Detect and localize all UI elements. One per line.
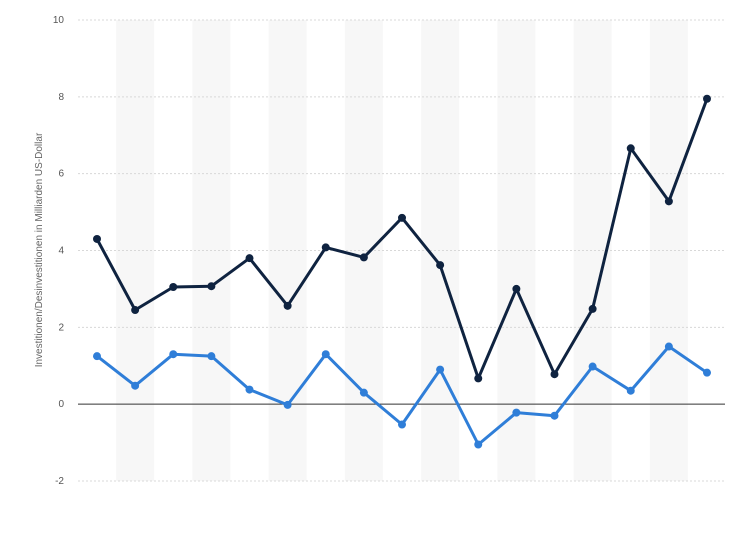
series-1-point xyxy=(169,282,178,291)
series-2-point xyxy=(245,385,254,394)
series-lines xyxy=(95,97,709,446)
series-2-line xyxy=(95,345,709,446)
series-points xyxy=(93,94,711,449)
series-1-point xyxy=(512,284,521,293)
series-1-point xyxy=(245,254,254,263)
y-tick-label: 4 xyxy=(58,246,64,257)
y-tick-label: 2 xyxy=(58,322,64,333)
series-1-point xyxy=(283,301,292,310)
y-tick-label: 10 xyxy=(53,15,65,26)
series-1-line xyxy=(95,97,709,380)
series-1-point xyxy=(588,304,597,313)
series-2-point xyxy=(550,411,559,420)
series-2-point xyxy=(283,400,292,409)
y-tick-label: 8 xyxy=(58,92,64,103)
series-1-point xyxy=(93,234,101,243)
series-2-point xyxy=(474,440,483,449)
series-1-point xyxy=(359,253,368,262)
series-2-point xyxy=(321,350,330,359)
series-1-point xyxy=(474,374,483,383)
series-2-point xyxy=(131,381,140,390)
series-2-point xyxy=(703,368,711,377)
series-1-point xyxy=(131,306,140,315)
series-2-point xyxy=(398,420,406,429)
y-tick-label: -2 xyxy=(55,476,64,487)
y-tick-label: 0 xyxy=(58,399,64,410)
series-2-point xyxy=(359,388,368,397)
series-1-point xyxy=(703,94,711,103)
series-2-point xyxy=(207,352,216,361)
gridlines xyxy=(78,19,725,482)
y-tick-label: 6 xyxy=(58,169,64,180)
series-1-point xyxy=(398,213,406,222)
series-2-point xyxy=(169,350,178,359)
series-2-point xyxy=(512,408,521,417)
series-2-point xyxy=(436,365,445,374)
series-1-point xyxy=(550,370,559,379)
series-1-point xyxy=(664,197,673,206)
y-axis-title: Investitionen/Desinvestitionen in Millia… xyxy=(34,132,45,367)
y-axis-ticks: 10 8 6 4 2 0 -2 xyxy=(53,15,65,487)
series-2-point xyxy=(93,352,101,361)
series-2-point xyxy=(664,342,673,351)
series-1-point xyxy=(436,261,445,270)
series-2-point xyxy=(588,362,597,371)
series-1-point xyxy=(207,282,216,291)
series-2-point xyxy=(626,386,635,395)
series-1-point xyxy=(321,243,330,252)
series-1-point xyxy=(626,144,635,153)
